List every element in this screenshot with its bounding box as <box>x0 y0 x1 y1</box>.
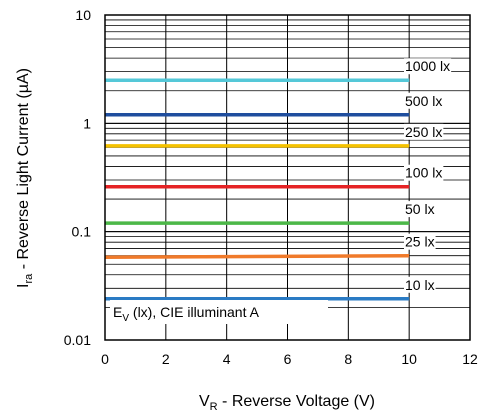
x-axis-title: VR - Reverse Voltage (V) <box>199 393 375 413</box>
y-tick-label: 0.01 <box>64 332 91 348</box>
x-tick-labels: 0 2 4 6 8 10 12 <box>101 351 478 367</box>
y-tick-labels: 0.01 0.1 1 10 <box>64 7 91 348</box>
x-tick-label: 4 <box>223 351 231 367</box>
series-label-background <box>404 123 444 140</box>
series-labels: 1000 lx 500 lx 250 lx 100 lx 50 lx 25 lx 10 lx <box>404 58 452 293</box>
series-label-background <box>404 92 444 109</box>
y-tick-label: 0.1 <box>72 224 92 240</box>
y-axis-title: Ira - Reverse Light Current (µA) <box>15 68 35 288</box>
series-label-background <box>404 58 452 75</box>
series-label: 500 lx <box>405 93 442 109</box>
series-label: 50 lx <box>405 201 435 217</box>
series-label: 100 lx <box>405 165 442 181</box>
x-tick-label: 0 <box>101 351 109 367</box>
series-label-background <box>404 276 436 293</box>
series-label: 10 lx <box>405 277 435 293</box>
series-line <box>104 253 410 260</box>
y-tick-label: 1 <box>83 115 91 131</box>
series-lines <box>104 78 410 301</box>
series-label: 25 lx <box>405 234 435 250</box>
x-tick-label: 12 <box>462 351 478 367</box>
x-tick-label: 6 <box>284 351 292 367</box>
x-tick-label: 10 <box>401 351 417 367</box>
illuminant-annotation: EV (lx), CIE illuminant A <box>110 300 328 324</box>
y-tick-label: 10 <box>75 7 91 23</box>
series-label-background <box>404 233 436 250</box>
annotation-text: EV (lx), CIE illuminant A <box>113 304 260 324</box>
x-tick-label: 2 <box>162 351 170 367</box>
series-label-background <box>404 164 444 181</box>
x-tick-label: 8 <box>344 351 352 367</box>
series-label: 250 lx <box>405 124 442 140</box>
series-label: 1000 lx <box>405 58 450 74</box>
series-label-background <box>404 201 436 218</box>
annotation-background <box>110 300 328 324</box>
plot-frame <box>104 14 471 341</box>
